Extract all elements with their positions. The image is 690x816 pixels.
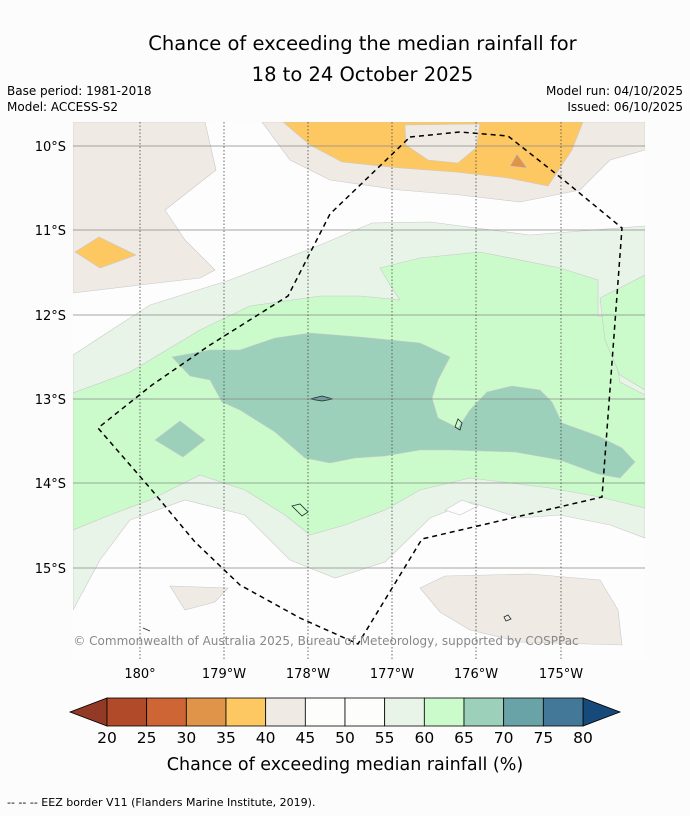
longitude-labels: 180° 179°W 178°W 177°W 176°W 175°W bbox=[124, 667, 583, 682]
colorbar: 20 25 30 35 40 45 50 55 60 65 70 75 80 Chance of exc… bbox=[68, 697, 622, 775]
colorbar-cell bbox=[344, 697, 386, 727]
teal-region-west bbox=[154, 420, 206, 458]
colorbar-title: Chance of exceeding median rainfall (%) bbox=[167, 755, 523, 775]
issued-date: Issued: 06/10/2025 bbox=[567, 100, 683, 114]
model-run: Model run: 04/10/2025 bbox=[545, 84, 683, 98]
island-southwest bbox=[142, 627, 151, 632]
colorbar-tick-label: 55 bbox=[375, 729, 395, 747]
island-south-2 bbox=[503, 614, 512, 622]
colorbar-cell bbox=[265, 697, 306, 727]
colorbar-tick-label: 30 bbox=[176, 729, 196, 747]
orange-spot-north bbox=[509, 153, 528, 169]
colorbar-tick-label: 35 bbox=[216, 729, 236, 747]
colorbar-tick-label: 25 bbox=[137, 729, 157, 747]
map-plot-area: © Commonwealth of Australia 2025, Bureau… bbox=[73, 122, 645, 660]
colorbar-tick-label: 80 bbox=[573, 729, 593, 747]
teal-region-central bbox=[171, 332, 636, 479]
base-period: Base period: 1981-2018 bbox=[7, 84, 152, 98]
white-pocket-south bbox=[444, 499, 479, 516]
lon-label: 177°W bbox=[370, 667, 414, 682]
lon-label: 176°W bbox=[454, 667, 498, 682]
latitude-labels: 10°S 11°S 12°S 13°S 14°S 15°S bbox=[35, 140, 66, 577]
colorbar-cell bbox=[225, 697, 267, 727]
colorbar-over-arrow bbox=[582, 697, 622, 727]
meta-left: Base period: 1981-2018 Model: ACCESS-S2 bbox=[7, 83, 152, 115]
colorbar-tick-label: 40 bbox=[256, 729, 276, 747]
lat-label: 10°S bbox=[35, 140, 66, 155]
eez-border bbox=[96, 131, 623, 645]
colorbar-tick-label: 70 bbox=[494, 729, 514, 747]
colorbar-cell bbox=[106, 697, 148, 727]
lat-label: 12°S bbox=[35, 309, 66, 324]
beige-region-southwest bbox=[169, 585, 229, 611]
yellow-region-west bbox=[74, 236, 137, 269]
colorbar-cell bbox=[384, 697, 425, 727]
lat-label: 11°S bbox=[35, 224, 66, 239]
colorbar-cell bbox=[423, 697, 465, 727]
meta-right: Model run: 04/10/2025 Issued: 06/10/2025 bbox=[546, 83, 683, 115]
colorbar-tick-labels: 20 25 30 35 40 45 50 55 60 65 70 75 80 bbox=[97, 729, 593, 747]
colorbar-tick-label: 50 bbox=[335, 729, 355, 747]
title-line-2: 18 to 24 October 2025 bbox=[251, 63, 474, 86]
lat-label: 13°S bbox=[35, 393, 66, 408]
latitude-gridlines bbox=[73, 145, 645, 569]
colorbar-cell bbox=[463, 697, 505, 727]
colorbar-cell bbox=[304, 697, 346, 727]
colorbar-tick-label: 20 bbox=[97, 729, 117, 747]
title-line-1: Chance of exceeding the median rainfall … bbox=[148, 32, 577, 55]
model-name: Model: ACCESS-S2 bbox=[7, 100, 119, 114]
lon-label: 175°W bbox=[539, 667, 583, 682]
lon-label: 179°W bbox=[202, 667, 246, 682]
colorbar-cell bbox=[146, 697, 187, 727]
lat-label: 15°S bbox=[35, 562, 66, 577]
colorbar-cell bbox=[503, 697, 544, 727]
beige-pocket-north bbox=[404, 123, 481, 164]
colorbar-cell bbox=[542, 697, 584, 727]
copyright-text: © Commonwealth of Australia 2025, Bureau… bbox=[73, 634, 578, 648]
colorbar-cell bbox=[185, 697, 227, 727]
eez-footnote: -- -- -- EEZ border V11 (Flanders Marine… bbox=[7, 796, 316, 809]
colorbar-cells bbox=[106, 697, 584, 727]
colorbar-tick-label: 75 bbox=[533, 729, 553, 747]
lat-label: 14°S bbox=[35, 477, 66, 492]
colorbar-tick-label: 65 bbox=[454, 729, 474, 747]
lon-label: 178°W bbox=[286, 667, 330, 682]
chart-title: Chance of exceeding the median rainfall … bbox=[0, 28, 690, 90]
green-region-east-edge bbox=[599, 274, 645, 391]
colorbar-tick-label: 60 bbox=[414, 729, 434, 747]
island-east bbox=[454, 418, 463, 431]
beige-region-south bbox=[419, 573, 623, 646]
lon-label: 180° bbox=[124, 667, 155, 682]
colorbar-under-arrow bbox=[68, 697, 108, 727]
colorbar-tick-label: 45 bbox=[295, 729, 315, 747]
